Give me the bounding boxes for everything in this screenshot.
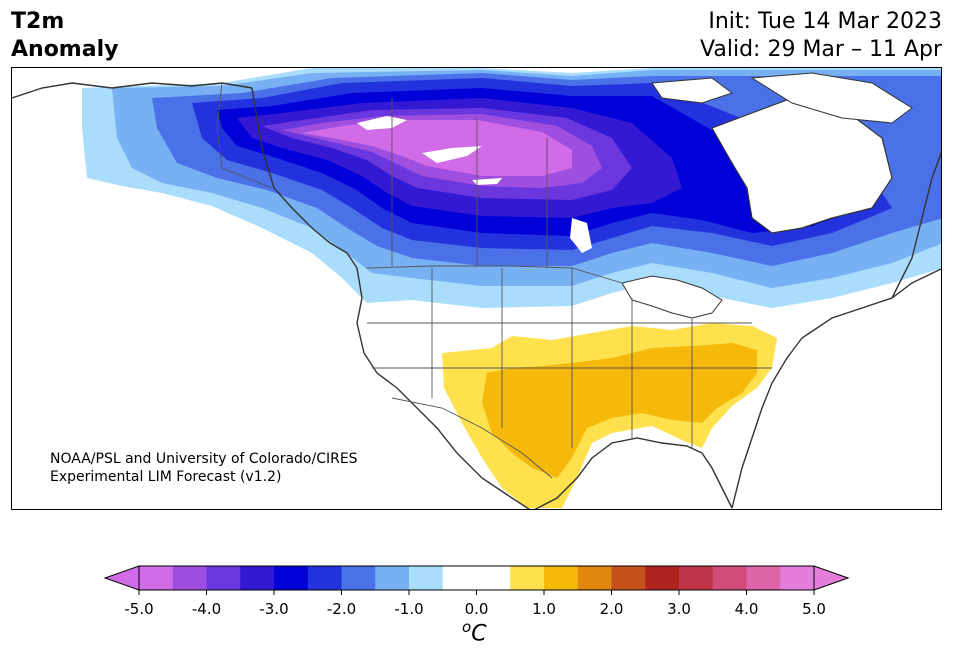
colorbar-tick-label: -2.0: [326, 600, 357, 618]
title-line-2: Anomaly: [11, 37, 119, 62]
hudson-bay-islands: [651, 72, 913, 124]
warm-anomaly-shading: [442, 323, 777, 508]
colorbar-segment: [307, 566, 342, 590]
lake-winnipeg: [570, 218, 592, 253]
colorbar-segment: [139, 566, 174, 590]
unit-celsius: C: [471, 621, 487, 647]
anomaly-map: NOAA/PSL and University of Colorado/CIRE…: [11, 67, 942, 510]
us-canada-border: [366, 265, 623, 284]
colorbar-segment: [442, 566, 477, 590]
colorbar-segment: [341, 566, 376, 590]
anomaly-contour-minus-4.5: [302, 120, 572, 176]
colorbar-tick-label: 5.0: [802, 600, 826, 618]
colorbar-tick-label: 1.0: [532, 600, 556, 618]
colorbar-low-extend: [103, 565, 140, 591]
colorbar-segment: [510, 566, 545, 590]
colorbar-unit: oC: [462, 618, 487, 646]
colorbar-segment: [780, 566, 815, 590]
colorbar-tick-label: -5.0: [124, 600, 154, 618]
credit-text: NOAA/PSL and University of Colorado/CIRE…: [50, 450, 358, 486]
colorbar-segment: [409, 566, 444, 590]
lake-athabasca: [472, 178, 502, 185]
title-line-1: T2m: [11, 9, 65, 34]
colorbar-segment: [746, 566, 781, 590]
us-mexico-border: [391, 397, 553, 479]
colorbar-segment: [172, 566, 207, 590]
unit-degree: o: [462, 618, 472, 636]
labrador-coast: [891, 151, 941, 299]
valid-date: Valid: 29 Mar – 11 Apr: [700, 37, 942, 62]
colorbar-high-extend: [813, 565, 850, 591]
baffin-island: [750, 72, 913, 124]
anomaly-contour-plus-1.0: [482, 343, 757, 478]
colorbar-segment: [240, 566, 275, 590]
colorbar-segment: [679, 566, 714, 590]
alaska-border: [216, 82, 273, 189]
us-state-lines: [367, 268, 772, 448]
colorbar-segment: [577, 566, 612, 590]
colorbar-segment: [712, 566, 747, 590]
credit-line-2: Experimental LIM Forecast (v1.2): [50, 469, 282, 485]
water-bodies: [357, 97, 893, 319]
colorbar-segment: [544, 566, 579, 590]
colorbar-ticks: [138, 590, 815, 595]
colorbar-segment: [476, 566, 511, 590]
colorbar-tick-label: 3.0: [667, 600, 691, 618]
colorbar-segment: [611, 566, 646, 590]
init-date: Init: Tue 14 Mar 2023: [708, 9, 942, 34]
colorbar-tick-label: -4.0: [191, 600, 222, 618]
arctic-island: [651, 77, 734, 104]
great-slave-lake: [422, 146, 482, 163]
colorbar-tick-label: 2.0: [599, 600, 624, 618]
alaska-coast: [12, 82, 253, 99]
colorbar-segment: [274, 566, 309, 590]
forecast-dates: Init: Tue 14 Mar 2023 Valid: 29 Mar – 11…: [700, 8, 942, 64]
atlantic-coast: [731, 268, 941, 509]
great-bear-lake: [357, 116, 407, 130]
gulf-coast: [534, 437, 733, 509]
political-borders: [216, 82, 772, 479]
colorbar-tick-label: -3.0: [259, 600, 289, 618]
colorbar-tick-label: 4.0: [734, 600, 759, 618]
colorbar-segment: [375, 566, 410, 590]
great-lakes: [621, 275, 723, 319]
pacific-coast: [251, 87, 531, 509]
credit-line-1: NOAA/PSL and University of Colorado/CIRE…: [50, 451, 358, 467]
colorbar-segment: [206, 566, 241, 590]
map-title: T2m Anomaly: [11, 8, 118, 64]
coastlines: [12, 82, 941, 509]
colorbar-segments: [139, 566, 815, 590]
colorbar-tick-label: 0.0: [464, 600, 489, 618]
colorbar-segment: [645, 566, 680, 590]
colorbar-tick-label: -1.0: [394, 600, 424, 618]
map-canvas: [12, 68, 941, 509]
